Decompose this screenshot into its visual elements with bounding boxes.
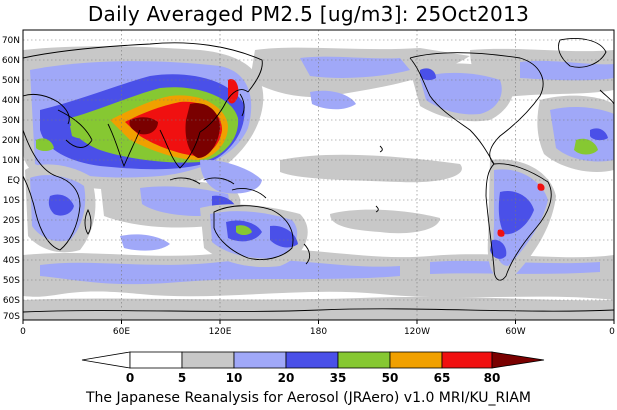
lat-label: 50N <box>2 76 20 86</box>
colorbar-segment <box>389 351 443 369</box>
colorbar: 0 5 10 20 35 50 65 80 <box>81 351 545 385</box>
colorbar-segment <box>337 351 391 369</box>
colorbar-segment <box>129 351 183 369</box>
colorbar-label: 50 <box>382 371 399 385</box>
colorbar-right-arrow <box>491 351 545 369</box>
colorbar-segment <box>441 351 493 369</box>
lat-label: 60S <box>3 296 20 306</box>
map-title: Daily Averaged PM2.5 [ug/m3]: 25Oct2013 <box>87 2 530 26</box>
lon-label: 60W <box>505 327 525 337</box>
colorbar-segment <box>285 351 339 369</box>
lon-label: 0 <box>20 327 26 337</box>
gridlines <box>23 30 614 320</box>
colorbar-label: 5 <box>178 371 186 385</box>
colorbar-label: 10 <box>226 371 243 385</box>
lon-label: 0 <box>609 327 615 337</box>
lat-label: 70S <box>3 312 20 322</box>
colorbar-label: 20 <box>278 371 295 385</box>
colorbar-label: 65 <box>434 371 451 385</box>
longitude-ticks <box>22 320 615 324</box>
footer-credit: The Japanese Reanalysis for Aerosol (JRA… <box>85 390 532 406</box>
lat-label: 20S <box>3 216 20 226</box>
colorbar-label: 35 <box>330 371 347 385</box>
lat-label: 70N <box>2 36 20 46</box>
colorbar-left-arrow <box>81 351 131 369</box>
lon-label: 180 <box>310 327 327 337</box>
lat-label: 50S <box>3 276 20 286</box>
lat-label: 60N <box>2 56 20 66</box>
lat-label: 40S <box>3 256 20 266</box>
colorbar-segment <box>233 351 287 369</box>
lon-label: 120W <box>404 327 430 337</box>
coastlines <box>23 38 614 313</box>
colorbar-label: 80 <box>484 371 501 385</box>
colorbar-segment <box>181 351 235 369</box>
pm25-field <box>23 46 614 320</box>
southern-ocean-blue <box>40 259 400 285</box>
colorbar-label: 0 <box>126 371 134 385</box>
lat-label: 40N <box>2 96 20 106</box>
lon-label: 60E <box>113 327 130 337</box>
lon-label: 120E <box>209 327 232 337</box>
latitude-labels: 70N 60N 50N 40N 30N 20N 10N EQ 10S 20S 3… <box>2 36 20 322</box>
lat-label: EQ <box>7 176 20 186</box>
longitude-labels: 0 60E 120E 180 120W 60W 0 <box>20 327 615 337</box>
lat-label: 10S <box>3 196 20 206</box>
lat-label: 20N <box>2 136 20 146</box>
lat-label: 30S <box>3 236 20 246</box>
lat-label: 30N <box>2 116 20 126</box>
lat-label: 10N <box>2 156 20 166</box>
